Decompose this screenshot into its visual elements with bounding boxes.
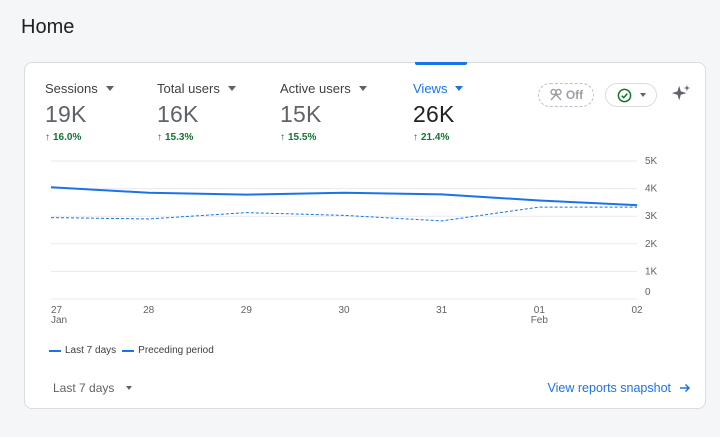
caret-down-icon — [358, 86, 367, 91]
page-title: Home — [21, 16, 75, 38]
comparison-icon — [550, 88, 562, 101]
arrow-up-icon: ↑ — [280, 132, 285, 143]
caret-down-icon — [105, 86, 114, 91]
y-tick-label: 1K — [645, 266, 658, 277]
legend-dashed-line — [122, 349, 135, 352]
x-tick-sublabel: Jan — [51, 315, 67, 326]
legend-label-previous: Preceding period — [138, 345, 214, 356]
metric-tab-total-users[interactable]: Total users 16K ↑ 15.3% — [157, 81, 236, 143]
metric-tab-views[interactable]: Views 26K ↑ 21.4% — [413, 81, 464, 143]
active-tab-indicator — [415, 62, 467, 65]
legend-label-current: Last 7 days — [65, 345, 117, 356]
metric-name: Active users — [280, 81, 351, 96]
y-tick-label: 4K — [645, 184, 658, 195]
caret-down-icon — [227, 86, 236, 91]
series-line-last-7-days — [50, 186, 638, 207]
data-quality-chip[interactable] — [605, 83, 657, 107]
view-reports-snapshot-link[interactable]: View reports snapshot — [548, 381, 691, 395]
caret-down-icon — [455, 86, 464, 91]
arrow-up-icon: ↑ — [45, 132, 50, 143]
date-range-label: Last 7 days — [53, 381, 115, 395]
y-tick-label: 0 — [645, 287, 651, 298]
x-tick-label: 01 — [534, 305, 546, 316]
x-tick-label: 28 — [143, 305, 155, 316]
series-line-preceding-period — [50, 206, 637, 222]
x-tick-label: 02 — [631, 305, 643, 316]
x-tick-label: 27 — [51, 305, 63, 316]
comparison-toggle-chip[interactable]: Off — [538, 83, 594, 107]
y-tick-label: 2K — [645, 239, 658, 250]
home-overview-card: Sessions 19K ↑ 16.0% Total users 16K ↑ 15.… — [24, 62, 706, 409]
arrow-up-icon: ↑ — [413, 132, 418, 143]
x-tick-label: 29 — [241, 305, 253, 316]
metric-delta: ↑ 16.0% — [45, 132, 114, 143]
metric-delta: ↑ 15.3% — [157, 132, 236, 143]
x-tick-label: 31 — [436, 305, 448, 316]
view-link-label: View reports snapshot — [547, 381, 671, 395]
metric-value: 16K — [157, 101, 199, 127]
metric-name: Total users — [157, 81, 220, 96]
arrow-up-icon: ↑ — [157, 132, 162, 143]
comparison-chip-label: Off — [565, 88, 584, 102]
metric-value: 19K — [45, 101, 87, 127]
date-range-selector[interactable]: Last 7 days — [53, 381, 133, 395]
legend-solid-line — [49, 349, 61, 352]
caret-down-icon — [639, 93, 646, 97]
metric-name: Sessions — [45, 81, 98, 96]
arrow-right-icon — [680, 383, 691, 393]
metric-name: Views — [413, 81, 448, 96]
chart-legend: Last 7 days Preceding period — [49, 345, 214, 356]
metric-value: 15K — [280, 101, 322, 127]
caret-down-icon — [126, 386, 133, 390]
y-tick-label: 3K — [645, 211, 658, 222]
x-tick-label: 30 — [338, 305, 350, 316]
metric-delta: ↑ 21.4% — [413, 132, 463, 143]
metric-delta-value: 15.3% — [165, 132, 194, 143]
check-circle-icon — [617, 88, 631, 102]
metric-delta-value: 15.5% — [288, 132, 317, 143]
metric-delta: ↑ 15.5% — [280, 132, 367, 143]
y-tick-label: 5K — [645, 156, 658, 167]
sparkle-icon[interactable] — [670, 83, 692, 105]
x-tick-sublabel: Feb — [531, 315, 549, 326]
metric-tab-sessions[interactable]: Sessions 19K ↑ 16.0% — [45, 81, 114, 143]
metric-tab-active-users[interactable]: Active users 15K ↑ 15.5% — [280, 81, 367, 143]
metric-delta-value: 16.0% — [53, 132, 82, 143]
metric-delta-value: 21.4% — [421, 132, 450, 143]
metric-value: 26K — [413, 101, 455, 127]
